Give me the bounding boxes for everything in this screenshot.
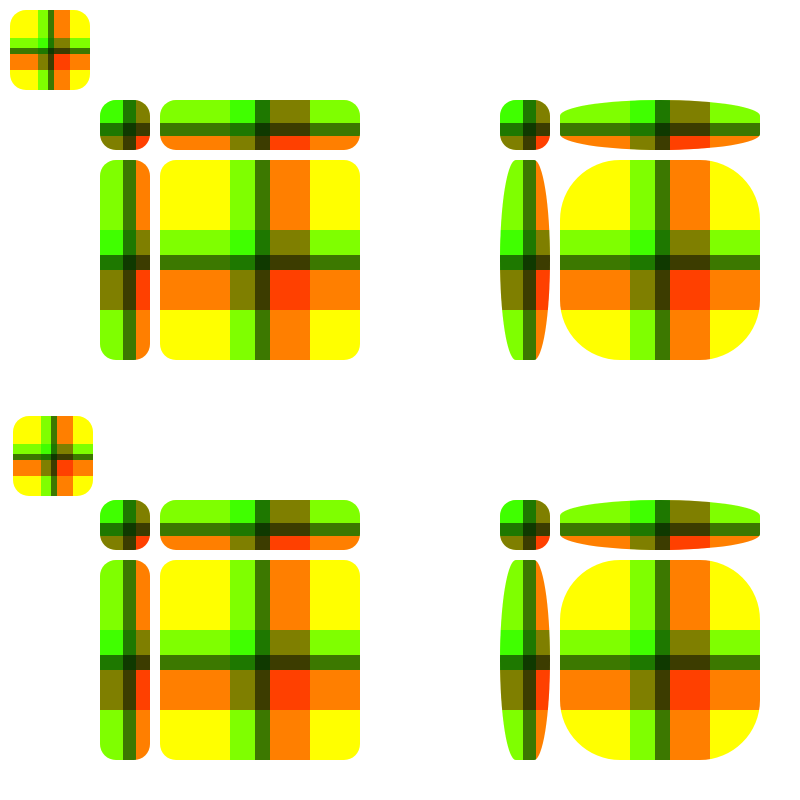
group-b-slice-center bbox=[560, 160, 760, 360]
group-b-slice-top-left bbox=[500, 100, 550, 150]
source-tile-top bbox=[10, 10, 90, 90]
h-gray-line bbox=[100, 655, 150, 670]
group-a-slice-top-left bbox=[100, 100, 150, 150]
h-gray-line bbox=[560, 122, 760, 137]
source-tile-bottom bbox=[13, 416, 93, 496]
h-gray-line bbox=[500, 255, 550, 270]
h-gray-line bbox=[100, 522, 150, 537]
group-d-slice-left bbox=[500, 560, 550, 760]
group-c-slice-top bbox=[160, 500, 360, 550]
h-gray-line bbox=[100, 255, 150, 270]
h-gray-line bbox=[10, 48, 90, 54]
h-gray-line bbox=[160, 655, 360, 670]
h-gray-line bbox=[100, 122, 150, 137]
group-b-slice-top bbox=[560, 100, 760, 150]
group-c-slice-top-left bbox=[100, 500, 150, 550]
h-gray-line bbox=[560, 655, 760, 670]
h-gray-line bbox=[500, 655, 550, 670]
h-gray-line bbox=[500, 522, 550, 537]
group-d-slice-top bbox=[560, 500, 760, 550]
group-d-slice-top-left bbox=[500, 500, 550, 550]
group-b-slice-left bbox=[500, 160, 550, 360]
h-gray-line bbox=[560, 255, 760, 270]
group-c-slice-center bbox=[160, 560, 360, 760]
group-a-slice-top bbox=[160, 100, 360, 150]
group-a-slice-center bbox=[160, 160, 360, 360]
group-a-slice-left bbox=[100, 160, 150, 360]
h-gray-line bbox=[500, 122, 550, 137]
h-gray-line bbox=[160, 122, 360, 137]
h-gray-line bbox=[160, 522, 360, 537]
h-gray-line bbox=[13, 454, 93, 460]
group-c-slice-left bbox=[100, 560, 150, 760]
group-d-slice-center bbox=[560, 560, 760, 760]
h-gray-line bbox=[560, 522, 760, 537]
h-gray-line bbox=[160, 255, 360, 270]
